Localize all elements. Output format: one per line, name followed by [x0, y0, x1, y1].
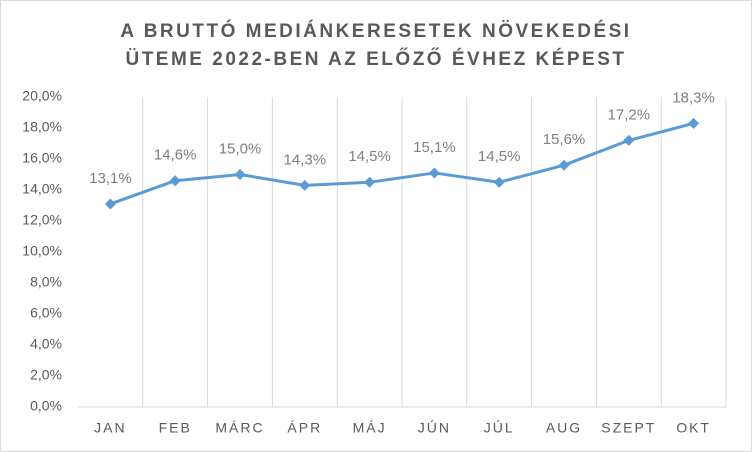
data-label: 14,6% — [154, 147, 197, 164]
x-tick-label: JÚN — [418, 420, 451, 436]
y-tick-label: 20,0% — [22, 88, 62, 104]
marker — [623, 134, 635, 146]
y-tick-label: 0,0% — [30, 398, 62, 414]
x-tick-label: JÚL — [484, 420, 515, 436]
marker — [234, 169, 246, 180]
marker — [364, 176, 376, 188]
x-tick-label: ÁPR — [287, 420, 322, 436]
marker — [558, 159, 570, 171]
y-tick-label: 2,0% — [30, 367, 62, 383]
y-tick-label: 16,0% — [22, 150, 62, 166]
x-tick-label: JAN — [94, 420, 126, 436]
marker — [299, 179, 311, 191]
marker — [493, 176, 505, 188]
marker — [688, 117, 700, 129]
x-tick-label: OKT — [676, 420, 711, 436]
y-tick-label: 8,0% — [30, 274, 62, 290]
data-label: 17,2% — [608, 106, 651, 123]
y-tick-label: 4,0% — [30, 336, 62, 352]
data-label: 14,3% — [284, 151, 327, 168]
data-label: 15,1% — [413, 139, 456, 156]
data-label: 13,1% — [89, 170, 132, 187]
data-label: 14,5% — [478, 148, 521, 165]
y-tick-label: 6,0% — [30, 305, 62, 321]
y-tick-label: 12,0% — [22, 212, 62, 228]
x-tick-label: MÁJ — [353, 420, 387, 436]
y-tick-label: 18,0% — [22, 119, 62, 135]
marker — [169, 175, 181, 187]
x-tick-label: MÁRC — [215, 420, 264, 436]
x-tick-label: SZEPT — [601, 420, 656, 436]
marker — [104, 198, 116, 210]
chart-title: A BRUTTÓ MEDIÁNKERESETEK NÖVEKEDÉSI — [120, 20, 631, 42]
data-label: 15,0% — [219, 140, 262, 157]
x-tick-label: AUG — [546, 420, 582, 436]
chart-title: ÜTEME 2022-BEN AZ ELŐZŐ ÉVHEZ KÉPEST — [125, 48, 626, 70]
data-label: 15,6% — [543, 131, 586, 148]
x-tick-label: FEB — [159, 420, 192, 436]
data-label: 18,3% — [672, 89, 715, 106]
marker — [428, 167, 440, 179]
series-line — [109, 121, 694, 206]
y-tick-label: 10,0% — [22, 243, 62, 259]
y-tick-label: 14,0% — [22, 181, 62, 197]
data-label: 14,5% — [348, 148, 391, 165]
